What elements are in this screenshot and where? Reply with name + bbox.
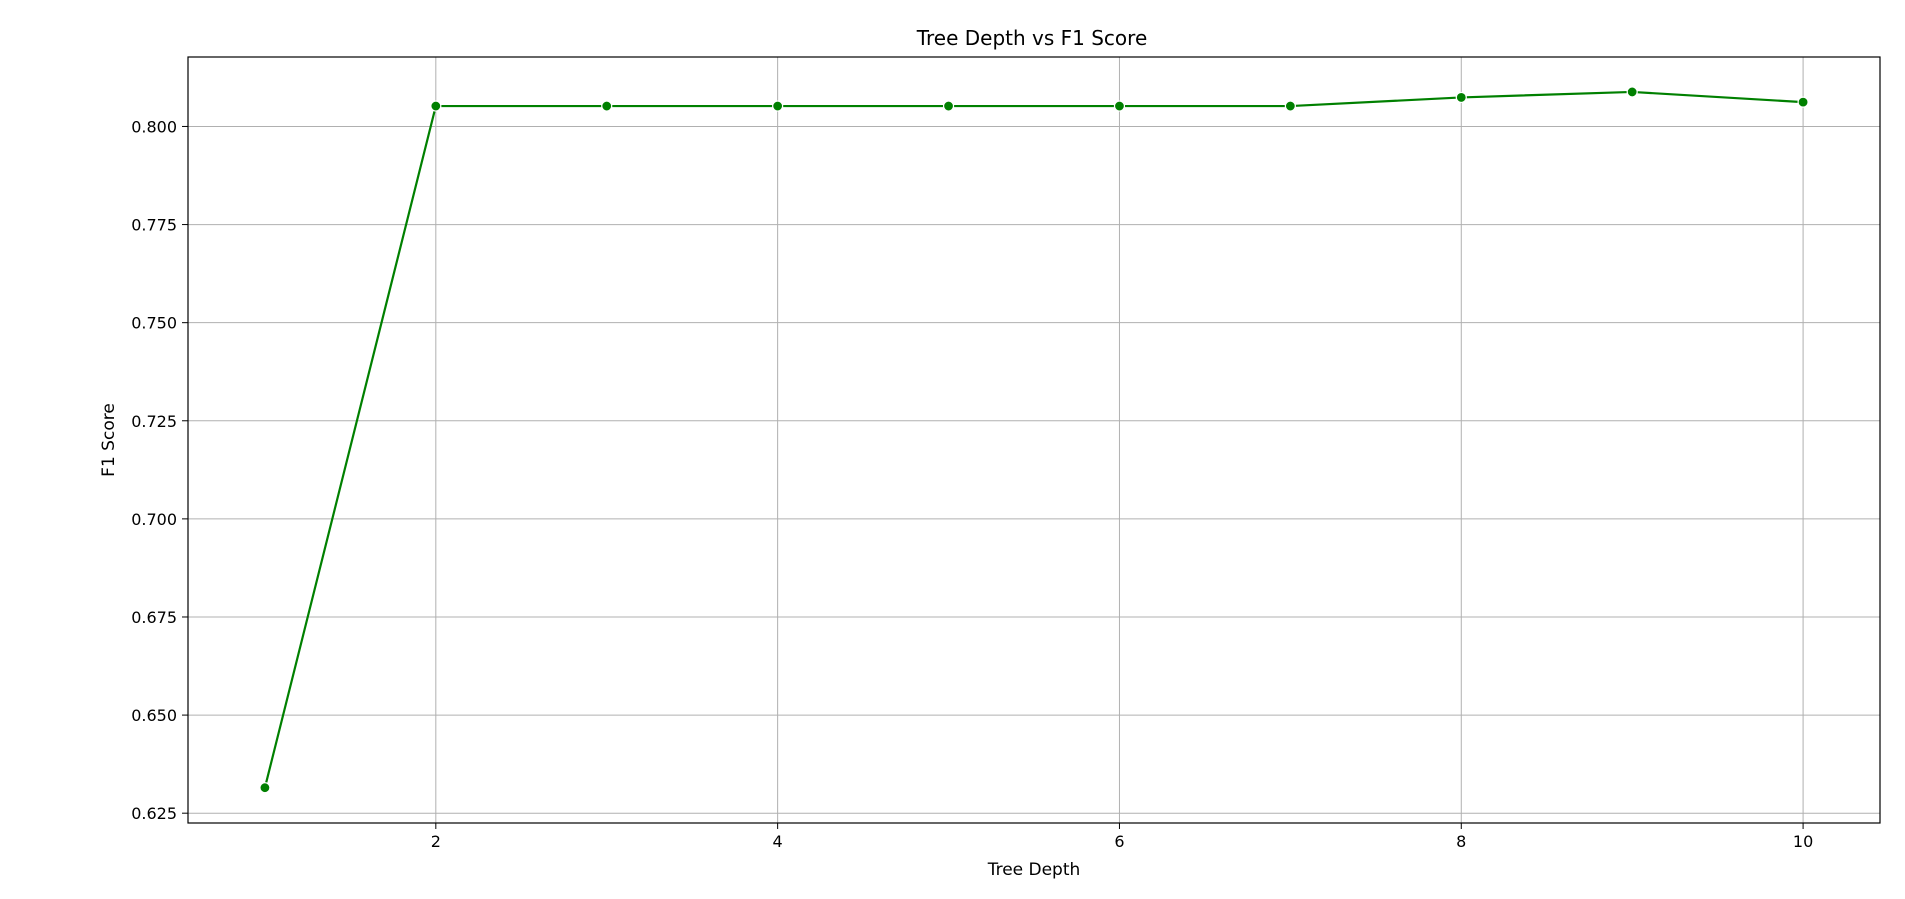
y-axis: 0.625 0.650 0.675 0.700 0.725 0.750 0.775 0.800: [131, 117, 188, 823]
plot-frame: [187, 56, 1881, 824]
data-point: [259, 782, 271, 794]
data-point: [1797, 96, 1809, 108]
chart-title: Tree Depth vs F1 Score: [916, 26, 1148, 50]
grid: [188, 57, 1880, 823]
x-axis: 2 4 6 8 10: [431, 823, 1813, 851]
x-tick-label: 6: [1114, 832, 1124, 851]
data-point: [1626, 86, 1638, 98]
y-axis-label: F1 Score: [99, 403, 119, 477]
data-point: [430, 100, 442, 112]
data-point: [1113, 100, 1126, 112]
x-tick-label: 4: [773, 832, 783, 851]
data-point: [942, 100, 955, 112]
y-tick-label: 0.625: [131, 804, 177, 823]
y-tick-label: 0.700: [131, 510, 177, 529]
data-point: [1455, 91, 1467, 104]
series: [259, 86, 1809, 794]
series-line: [263, 90, 1804, 788]
y-tick-label: 0.775: [131, 216, 177, 235]
y-tick-label: 0.725: [131, 412, 177, 431]
x-tick-label: 2: [431, 832, 441, 851]
x-axis-label: Tree Depth: [987, 860, 1081, 880]
data-point: [772, 100, 784, 112]
data-point: [601, 100, 613, 112]
data-point: [1284, 100, 1296, 112]
y-tick-label: 0.800: [131, 117, 177, 136]
y-tick-label: 0.675: [131, 608, 177, 627]
y-tick-label: 0.750: [131, 314, 177, 333]
y-tick-label: 0.650: [131, 706, 177, 725]
x-tick-label: 8: [1456, 832, 1466, 851]
x-tick-label: 10: [1793, 832, 1813, 851]
